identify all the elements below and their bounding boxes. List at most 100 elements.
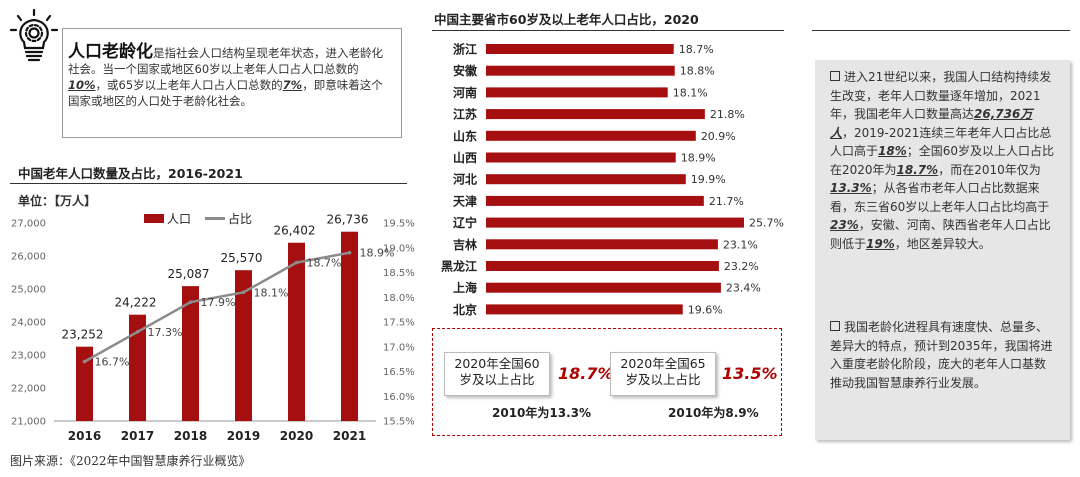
y-tick-label: 26,000 (11, 252, 46, 263)
province-value-label: 18.1% (673, 86, 708, 99)
y-tick-label: 21,000 (11, 417, 46, 428)
province-value-label: 23.2% (724, 260, 759, 273)
p1-highlight: 18.7% (896, 162, 939, 177)
stat-label: 2020年全国60 (454, 356, 540, 371)
population-bar (76, 346, 93, 421)
y2-tick-label: 16.5% (383, 367, 415, 378)
bar-value-label: 24,222 (115, 296, 157, 310)
x-tick-label: 2018 (174, 429, 207, 443)
province-label: 北京 (453, 302, 477, 317)
bar-value-label: 26,736 (327, 213, 369, 227)
p1-text: ；全国60岁及以上人口占比在2020年为 (830, 144, 1055, 177)
ratio-line (83, 251, 350, 363)
province-label: 黑龙江 (441, 259, 477, 274)
population-combo-chart: 21,000 22,000 23,000 24,000 25,000 26,000 27,0… (11, 211, 415, 443)
ratio-point (82, 359, 87, 364)
p1-highlight: 23% (830, 218, 859, 232)
ratio-point (188, 300, 193, 304)
definition-text-b: ，或65岁以上老年人口占人口总数的 (95, 78, 283, 92)
ratio-point (347, 250, 352, 255)
ratio-point (241, 290, 246, 295)
province-value-label: 23.4% (726, 282, 761, 295)
ratio-value-label: 18.7% (307, 257, 342, 270)
province-bar (486, 304, 683, 315)
stat-card-65: 2020年全国65 岁及以上占比 (610, 352, 716, 396)
province-value-label: 18.8% (680, 65, 715, 78)
y-tick-label: 22,000 (11, 384, 46, 395)
p1-text: ，安徽、河南、陕西省老年人口占比则低于 (830, 218, 1051, 251)
province-bar (486, 65, 675, 76)
province-value-label: 25.7% (749, 217, 784, 230)
y-tick-label: 24,000 (11, 318, 46, 329)
province-label: 天津 (453, 193, 477, 208)
right-chart-title: 中国主要省市60岁及以上老年人口占比，2020 (434, 12, 699, 27)
p1-text: ；从各省市老年人口占比数据来看，东三省60岁以上老年人口占比均高于 (830, 181, 1050, 214)
population-bar (235, 270, 252, 421)
unit-label: 单位：【万人】 (18, 194, 97, 208)
ratio-value-label: 17.3% (148, 326, 183, 339)
province-bar (486, 109, 705, 120)
stat-label: 2020年全国65 (620, 356, 706, 371)
y-tick-label: 23,000 (11, 351, 46, 362)
province-value-label: 23.1% (723, 238, 758, 251)
stat-label: 岁及以上占比 (625, 372, 701, 387)
y2-tick-label: 18.5% (383, 268, 415, 279)
ratio-point (135, 330, 140, 334)
x-tick-label: 2017 (121, 429, 154, 443)
panel-top-rule (812, 30, 1070, 31)
province-label: 上海 (453, 280, 477, 295)
left-chart-title: 中国老年人口数量及占比，2016-2021 (18, 166, 243, 181)
bar-value-label: 26,402 (274, 224, 316, 238)
y2-tick-label: 18.0% (383, 293, 415, 304)
province-bar (486, 174, 686, 185)
legend-bar-swatch (144, 214, 164, 223)
stat-sub-65: 2010年为8.9% (668, 406, 759, 420)
right-chart-rule (432, 30, 784, 31)
summary-paragraph-2: 我国老龄化进程具有速度快、总量多、差异大的特点，预计到2035年，我国将进入重度… (830, 318, 1056, 392)
summary-panel (815, 60, 1070, 440)
y2-tick-label: 19.5% (383, 219, 415, 230)
ratio-value-label: 18.9% (360, 247, 395, 260)
province-label: 河北 (452, 172, 477, 187)
province-bar (486, 44, 674, 54)
x-tick-label: 2016 (68, 429, 101, 443)
province-label: 山西 (453, 150, 477, 165)
definition-text: 人口老龄化是指社会人口结构呈现老年状态，进入老龄化社会。当一个国家或地区60岁以… (68, 44, 390, 109)
province-value-label: 18.7% (679, 43, 714, 56)
lightbulb-gear-icon (9, 8, 59, 62)
y2-tick-label: 16.0% (383, 392, 415, 403)
x-tick-label: 2019 (227, 429, 260, 443)
y2-tick-label: 15.5% (383, 417, 415, 428)
province-label: 吉林 (453, 237, 477, 252)
province-label: 山东 (453, 128, 477, 143)
province-label: 安徽 (453, 63, 478, 78)
bullet-checkbox-icon (830, 71, 840, 81)
definition-box (62, 28, 402, 138)
population-bar (341, 231, 358, 421)
p1-highlight: 19% (866, 236, 895, 251)
p1-highlight: 18% (878, 144, 907, 158)
province-value-label: 21.8% (710, 108, 745, 121)
province-value-label: 19.6% (688, 303, 723, 316)
population-bar (288, 242, 305, 421)
p2-text: 我国老龄化进程具有速度快、总量多、差异大的特点，预计到2035年，我国将进入重度… (830, 320, 1053, 390)
stat-card-60: 2020年全国60 岁及以上占比 (444, 352, 550, 396)
definition-text-a: 是指社会人口结构呈现老年状态，进入老龄化社会。当一个国家或地区60岁以上老年人口… (68, 46, 383, 76)
province-bar (486, 152, 676, 163)
province-bar (486, 282, 721, 293)
p1-highlight: 26,736万人 (830, 107, 1033, 140)
legend-line-label: 占比 (228, 211, 252, 226)
stat-label: 岁及以上占比 (459, 372, 535, 387)
province-value-label: 20.9% (701, 130, 736, 143)
y-tick-label: 25,000 (11, 285, 46, 296)
population-bar (182, 286, 199, 421)
p1-text: ，地区差异较大。 (894, 236, 991, 251)
p1-text: ，2019-2021连续三年老年人口占比总人口高于 (830, 125, 1052, 159)
summary-paragraph-1: 进入21世纪以来，我国人口结构持续发生改变，老年人口数量逐年增加，2021年，我… (830, 68, 1056, 253)
province-value-label: 18.9% (681, 152, 716, 165)
province-bar (486, 87, 668, 98)
bar-value-label: 25,087 (168, 267, 210, 281)
province-bar (486, 195, 704, 206)
province-value-label: 19.9% (691, 173, 726, 186)
province-bar-chart: 浙江 18.7% 安徽 18.8% 河南 18.1% 江苏 21.8% 山东 20.9% 山西 18.… (441, 42, 784, 317)
